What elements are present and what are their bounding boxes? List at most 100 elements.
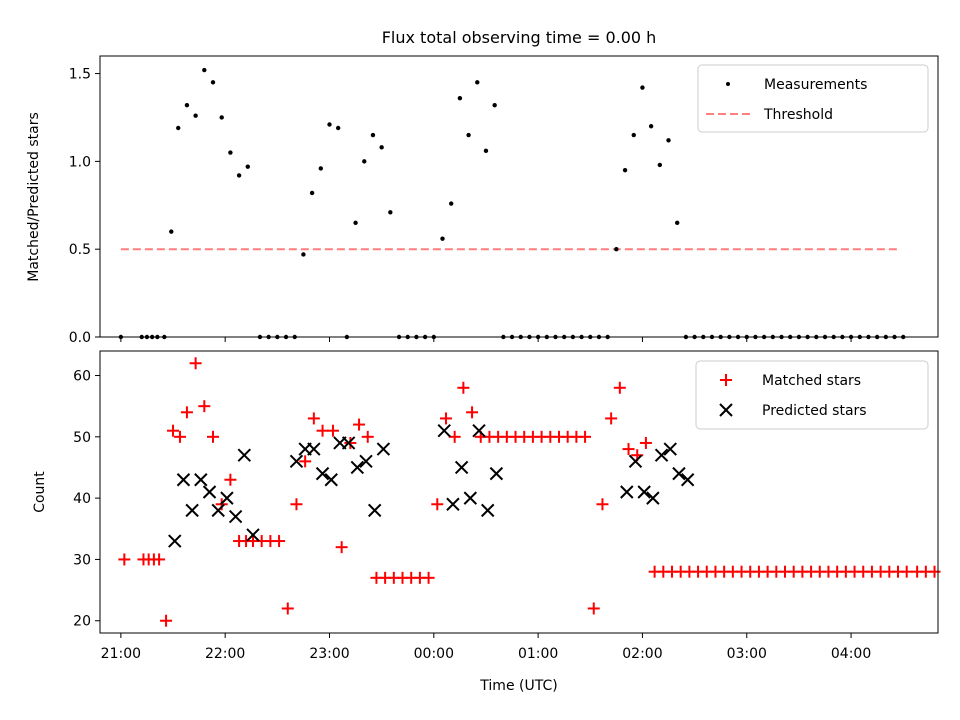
y-tick-label: 0.0 bbox=[69, 330, 91, 346]
predicted-point bbox=[185, 503, 199, 518]
measurement-point bbox=[483, 148, 489, 154]
measurement-point bbox=[184, 102, 190, 108]
matched-point bbox=[344, 436, 357, 449]
matched-point bbox=[639, 436, 652, 449]
predicted-point bbox=[446, 497, 460, 511]
matched-point bbox=[180, 406, 193, 419]
matched-point bbox=[422, 571, 435, 584]
y-tick-label: 20 bbox=[73, 614, 91, 630]
measurement-point bbox=[675, 220, 680, 226]
matched-point bbox=[335, 541, 348, 554]
predicted-point bbox=[437, 423, 451, 438]
measurement-point bbox=[370, 132, 376, 138]
y-tick-label: 30 bbox=[73, 552, 91, 568]
matched-point bbox=[281, 602, 294, 615]
matched-point bbox=[273, 535, 286, 548]
y-tick-label: 0.5 bbox=[69, 242, 91, 258]
measurement-point bbox=[648, 124, 654, 129]
predicted-point bbox=[654, 448, 669, 462]
measurement-point bbox=[169, 229, 174, 234]
predicted-point bbox=[237, 448, 252, 462]
measurement-point bbox=[176, 125, 181, 131]
cross-marker-icon bbox=[719, 403, 733, 417]
matched-point bbox=[596, 498, 609, 511]
matched-point bbox=[622, 443, 635, 456]
measurement-point bbox=[353, 220, 358, 226]
counts-legend[interactable]: Matched stars Predicted stars bbox=[695, 360, 929, 430]
predicted-point bbox=[646, 491, 660, 505]
predicted-point bbox=[202, 485, 217, 499]
matched-point bbox=[173, 430, 186, 443]
measurement-point bbox=[210, 80, 216, 85]
counts-axes-frame bbox=[99, 350, 939, 634]
predicted-point bbox=[289, 454, 304, 469]
measurement-point bbox=[492, 102, 497, 108]
ratio-y-axis-label: Matched/Predicted stars bbox=[26, 112, 42, 282]
measurement-point bbox=[440, 236, 445, 241]
panel-counts: 20 30 40 50 60 21:00 22:00 23:00 00:00 01:00 02:00… bbox=[32, 350, 941, 694]
predicted-point bbox=[637, 485, 651, 499]
ratio-legend[interactable]: Measurements Threshold bbox=[697, 64, 929, 133]
legend-matched: Matched stars bbox=[762, 373, 861, 389]
matched-point bbox=[579, 430, 592, 443]
counts-plot-area bbox=[118, 357, 941, 627]
y-tick-label: 40 bbox=[73, 491, 91, 507]
predicted-point bbox=[350, 460, 365, 475]
matched-point bbox=[153, 553, 166, 566]
predicted-point bbox=[672, 466, 686, 481]
predicted-point bbox=[463, 491, 478, 505]
measurement-point bbox=[631, 132, 636, 138]
counts-y-axis-label: Count bbox=[32, 471, 48, 513]
legend-box bbox=[697, 64, 929, 133]
measurement-point bbox=[228, 150, 233, 155]
legend-box bbox=[695, 360, 929, 430]
matched-point bbox=[118, 553, 131, 566]
matched-point bbox=[605, 412, 618, 425]
x-tick-label: 01:00 bbox=[518, 646, 558, 662]
matched-point bbox=[307, 412, 320, 425]
matched-point bbox=[326, 424, 339, 437]
measurement-point bbox=[475, 80, 480, 85]
measurement-point bbox=[245, 164, 250, 169]
matched-point bbox=[207, 430, 220, 443]
measurement-point bbox=[666, 138, 671, 143]
measurement-point bbox=[640, 85, 645, 90]
x-axis-label: Time (UTC) bbox=[479, 678, 557, 694]
measurement-point bbox=[193, 113, 198, 118]
matched-point bbox=[900, 565, 913, 578]
predicted-point bbox=[480, 503, 495, 518]
legend-predicted: Predicted stars bbox=[762, 403, 867, 419]
matched-point bbox=[431, 498, 444, 511]
x-tick-label: 04:00 bbox=[831, 646, 871, 662]
measurement-point bbox=[622, 167, 628, 173]
measurement-point bbox=[362, 159, 367, 164]
legend-threshold: Threshold bbox=[763, 107, 833, 123]
x-tick-label: 02:00 bbox=[622, 646, 662, 662]
figure-title: Flux total observing time = 0.00 h bbox=[382, 28, 657, 47]
matched-point bbox=[316, 424, 329, 437]
predicted-point bbox=[228, 509, 243, 524]
measurement-point bbox=[335, 125, 341, 131]
matched-point bbox=[466, 406, 479, 419]
matched-point bbox=[189, 357, 202, 370]
predicted-point bbox=[211, 503, 225, 518]
matched-point bbox=[439, 412, 452, 425]
predicted-point bbox=[620, 485, 634, 499]
measurement-point bbox=[318, 166, 324, 171]
predicted-point bbox=[472, 423, 486, 438]
predicted-point bbox=[246, 528, 260, 542]
x-tick-label: 00:00 bbox=[414, 646, 454, 662]
matched-point bbox=[613, 381, 626, 394]
predicted-point bbox=[489, 466, 504, 481]
measurement-point bbox=[379, 145, 384, 150]
measurement-marker-icon bbox=[726, 82, 730, 86]
measurement-point bbox=[219, 115, 224, 120]
predicted-point bbox=[168, 534, 182, 548]
plus-marker-icon bbox=[720, 374, 732, 386]
y-tick-label: 1.5 bbox=[69, 67, 91, 83]
measurement-point bbox=[327, 122, 332, 127]
measurement-point bbox=[236, 173, 242, 178]
predicted-point bbox=[628, 454, 643, 469]
measurement-point bbox=[448, 201, 454, 206]
